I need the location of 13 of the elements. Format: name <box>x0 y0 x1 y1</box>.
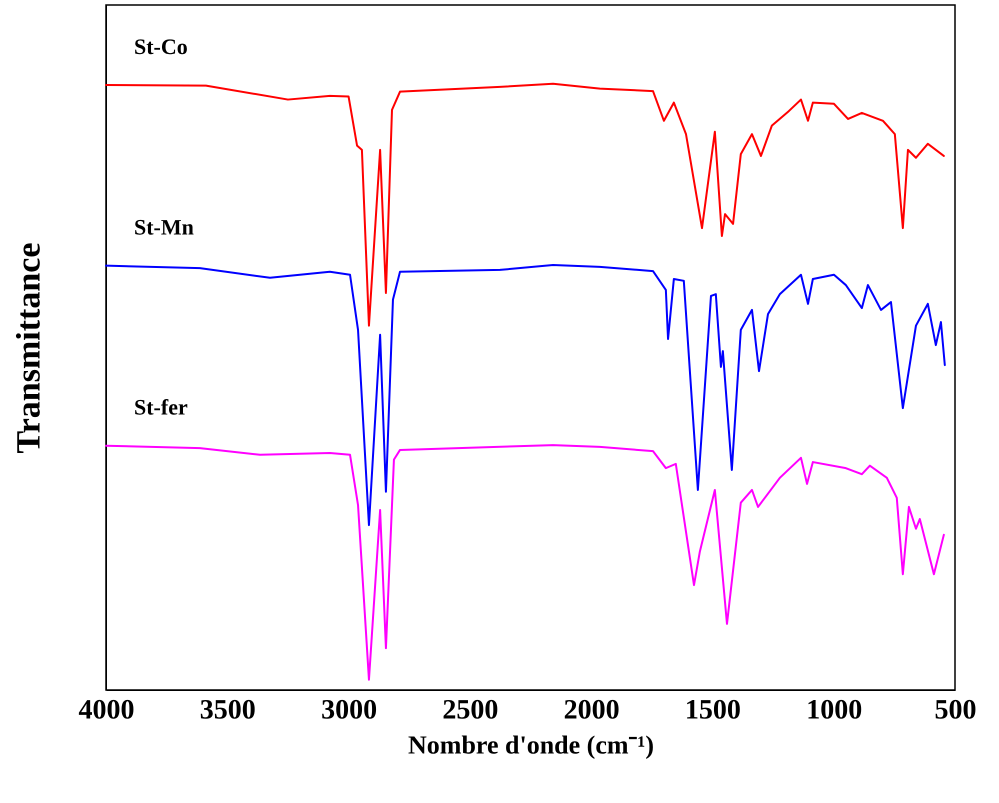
series-label: St-Co <box>134 34 188 60</box>
x-tick-label: 1500 <box>684 694 741 726</box>
x-tick-label: 2000 <box>564 694 620 726</box>
y-axis-title: Transmittance <box>10 242 48 454</box>
series-label: St-fer <box>134 394 188 420</box>
x-tick-label: 1000 <box>806 694 862 726</box>
x-tick-label: 3500 <box>200 694 256 726</box>
x-tick-label: 2500 <box>442 694 498 726</box>
x-tick-label: 500 <box>934 694 976 726</box>
x-axis-title: Nombre d'onde (cm⁻¹) <box>408 730 654 760</box>
x-tick-label: 3000 <box>321 694 378 726</box>
x-tick-label: 4000 <box>78 694 134 726</box>
series-label: St-Mn <box>134 214 194 240</box>
